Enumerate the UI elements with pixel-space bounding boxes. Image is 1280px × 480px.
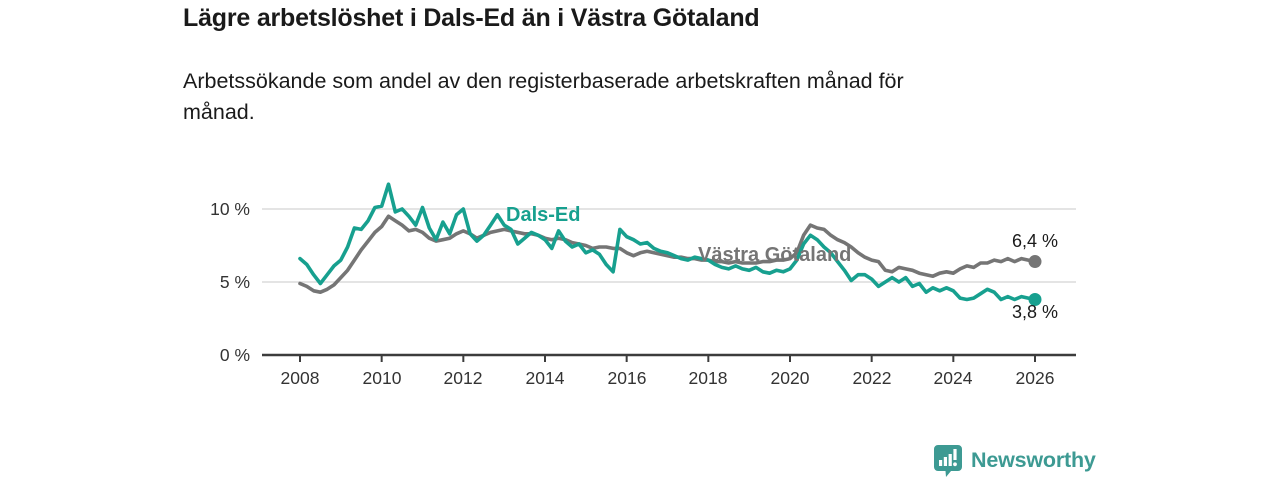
bar-chart-speech-bubble-icon: [934, 445, 962, 477]
x-tick-label-2018: 2018: [688, 368, 728, 388]
x-tick-label-2010: 2010: [362, 368, 402, 388]
newsworthy-logo: Newsworthy: [933, 444, 1096, 477]
series-label-dals-ed: Dals-Ed: [506, 204, 581, 226]
brand-name: Newsworthy: [971, 448, 1096, 472]
series-label-vastra-gotaland: Västra Götaland: [698, 244, 852, 266]
y-tick-label-0: 0 %: [219, 345, 250, 365]
x-tick-label-2014: 2014: [525, 368, 565, 388]
x-tick-label-2024: 2024: [933, 368, 973, 388]
end-value-dals-ed: 3,8 %: [1012, 302, 1059, 322]
y-tick-label-10: 10 %: [210, 199, 250, 219]
x-tick-label-2020: 2020: [770, 368, 810, 388]
x-tick-label-2012: 2012: [443, 368, 483, 388]
chart-subtitle: Arbetssökande som andel av den registerb…: [183, 69, 904, 124]
end-value-vastra-gotaland: 6,4 %: [1012, 231, 1059, 251]
x-tick-label-2008: 2008: [280, 368, 320, 388]
chart-title: Lägre arbetslöshet i Dals-Ed än i Västra…: [183, 4, 760, 32]
x-tick-label-2026: 2026: [1015, 368, 1055, 388]
y-tick-label-5: 5 %: [219, 272, 250, 292]
x-tick-label-2022: 2022: [852, 368, 892, 388]
x-tick-label-2016: 2016: [607, 368, 647, 388]
